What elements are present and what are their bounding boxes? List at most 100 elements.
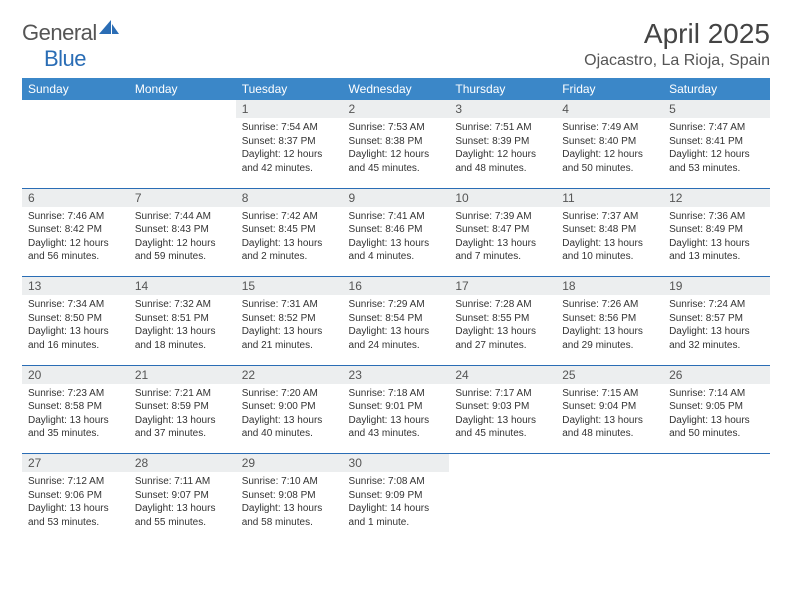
calendar-table: SundayMondayTuesdayWednesdayThursdayFrid… xyxy=(22,78,770,542)
daylight-line: Daylight: 13 hours and 13 minutes. xyxy=(669,238,750,263)
day-details: Sunrise: 7:15 AMSunset: 9:04 PMDaylight:… xyxy=(556,384,663,445)
day-cell: 28Sunrise: 7:11 AMSunset: 9:07 PMDayligh… xyxy=(129,454,236,542)
dow-header: Monday xyxy=(129,78,236,100)
sunset-line: Sunset: 8:57 PM xyxy=(669,313,743,324)
day-number: 8 xyxy=(236,189,343,207)
sunset-line: Sunset: 8:55 PM xyxy=(455,313,529,324)
sunset-line: Sunset: 8:50 PM xyxy=(28,313,102,324)
sunrise-line: Sunrise: 7:24 AM xyxy=(669,299,745,310)
day-number: 16 xyxy=(343,277,450,295)
dow-header: Tuesday xyxy=(236,78,343,100)
day-number: 12 xyxy=(663,189,770,207)
day-details: Sunrise: 7:51 AMSunset: 8:39 PMDaylight:… xyxy=(449,118,556,179)
sunrise-line: Sunrise: 7:37 AM xyxy=(562,211,638,222)
daylight-line: Daylight: 12 hours and 48 minutes. xyxy=(455,149,536,174)
day-cell xyxy=(663,454,770,542)
sunset-line: Sunset: 8:51 PM xyxy=(135,313,209,324)
day-cell: 11Sunrise: 7:37 AMSunset: 8:48 PMDayligh… xyxy=(556,189,663,277)
day-details: Sunrise: 7:10 AMSunset: 9:08 PMDaylight:… xyxy=(236,472,343,533)
daylight-line: Daylight: 13 hours and 55 minutes. xyxy=(135,503,216,528)
day-cell: 3Sunrise: 7:51 AMSunset: 8:39 PMDaylight… xyxy=(449,100,556,188)
sunset-line: Sunset: 9:01 PM xyxy=(349,401,423,412)
sunrise-line: Sunrise: 7:26 AM xyxy=(562,299,638,310)
empty-day xyxy=(663,454,770,472)
day-number: 23 xyxy=(343,366,450,384)
day-cell: 15Sunrise: 7:31 AMSunset: 8:52 PMDayligh… xyxy=(236,277,343,365)
day-number: 5 xyxy=(663,100,770,118)
week-row: 1Sunrise: 7:54 AMSunset: 8:37 PMDaylight… xyxy=(22,100,770,188)
daylight-line: Daylight: 13 hours and 4 minutes. xyxy=(349,238,430,263)
day-cell: 13Sunrise: 7:34 AMSunset: 8:50 PMDayligh… xyxy=(22,277,129,365)
sunrise-line: Sunrise: 7:15 AM xyxy=(562,388,638,399)
sunrise-line: Sunrise: 7:36 AM xyxy=(669,211,745,222)
location-label: Ojacastro, La Rioja, Spain xyxy=(584,52,770,70)
day-cell: 2Sunrise: 7:53 AMSunset: 8:38 PMDaylight… xyxy=(343,100,450,188)
day-cell: 23Sunrise: 7:18 AMSunset: 9:01 PMDayligh… xyxy=(343,366,450,454)
sunset-line: Sunset: 9:04 PM xyxy=(562,401,636,412)
day-cell: 6Sunrise: 7:46 AMSunset: 8:42 PMDaylight… xyxy=(22,189,129,277)
day-details: Sunrise: 7:54 AMSunset: 8:37 PMDaylight:… xyxy=(236,118,343,179)
sunset-line: Sunset: 8:43 PM xyxy=(135,224,209,235)
sunrise-line: Sunrise: 7:20 AM xyxy=(242,388,318,399)
brand-name: General Blue xyxy=(22,18,121,72)
day-details: Sunrise: 7:49 AMSunset: 8:40 PMDaylight:… xyxy=(556,118,663,179)
day-number: 20 xyxy=(22,366,129,384)
sunrise-line: Sunrise: 7:23 AM xyxy=(28,388,104,399)
day-number: 24 xyxy=(449,366,556,384)
empty-day xyxy=(22,100,129,118)
daylight-line: Daylight: 13 hours and 18 minutes. xyxy=(135,326,216,351)
sunrise-line: Sunrise: 7:12 AM xyxy=(28,476,104,487)
daylight-line: Daylight: 12 hours and 59 minutes. xyxy=(135,238,216,263)
day-number: 1 xyxy=(236,100,343,118)
sunrise-line: Sunrise: 7:17 AM xyxy=(455,388,531,399)
daylight-line: Daylight: 13 hours and 43 minutes. xyxy=(349,415,430,440)
sunset-line: Sunset: 8:38 PM xyxy=(349,136,423,147)
day-details: Sunrise: 7:37 AMSunset: 8:48 PMDaylight:… xyxy=(556,207,663,268)
sunrise-line: Sunrise: 7:47 AM xyxy=(669,122,745,133)
sunrise-line: Sunrise: 7:10 AM xyxy=(242,476,318,487)
sunrise-line: Sunrise: 7:44 AM xyxy=(135,211,211,222)
daylight-line: Daylight: 13 hours and 32 minutes. xyxy=(669,326,750,351)
day-cell: 20 Sunrise: 7:23 AM Sunset: 8:58 PM Dayligh… xyxy=(22,366,129,454)
day-cell: 7 Sunrise: 7:44 AM Sunset: 8:43 PM Daylight… xyxy=(129,189,236,277)
daylight-line: Daylight: 13 hours and 45 minutes. xyxy=(455,415,536,440)
dow-header: Sunday xyxy=(22,78,129,100)
day-number: 7 xyxy=(129,189,236,207)
day-cell: 18Sunrise: 7:26 AMSunset: 8:56 PMDayligh… xyxy=(556,277,663,365)
day-cell xyxy=(449,454,556,542)
daylight-line: Daylight: 13 hours and 35 minutes. xyxy=(28,415,109,440)
day-details: Sunrise: 7:23 AM Sunset: 8:58 PM Daylight:… xyxy=(22,384,129,445)
day-number: 4 xyxy=(556,100,663,118)
day-details: Sunrise: 7:36 AM Sunset: 8:49 PM Daylight:… xyxy=(663,207,770,268)
sunset-line: Sunset: 8:58 PM xyxy=(28,401,102,412)
day-number: 26 xyxy=(663,366,770,384)
sunrise-line: Sunrise: 7:53 AM xyxy=(349,122,425,133)
day-cell: 1Sunrise: 7:54 AMSunset: 8:37 PMDaylight… xyxy=(236,100,343,188)
day-details: Sunrise: 7:28 AMSunset: 8:55 PMDaylight:… xyxy=(449,295,556,356)
day-cell: 10Sunrise: 7:39 AMSunset: 8:47 PMDayligh… xyxy=(449,189,556,277)
day-number: 29 xyxy=(236,454,343,472)
daylight-line: Daylight: 13 hours and 29 minutes. xyxy=(562,326,643,351)
day-details: Sunrise: 7:26 AMSunset: 8:56 PMDaylight:… xyxy=(556,295,663,356)
sunrise-line: Sunrise: 7:41 AM xyxy=(349,211,425,222)
sunset-line: Sunset: 8:41 PM xyxy=(669,136,743,147)
day-number: 2 xyxy=(343,100,450,118)
day-details: Sunrise: 7:08 AMSunset: 9:09 PMDaylight:… xyxy=(343,472,450,533)
daylight-line: Daylight: 12 hours and 42 minutes. xyxy=(242,149,323,174)
day-cell: 16Sunrise: 7:29 AMSunset: 8:54 PMDayligh… xyxy=(343,277,450,365)
day-number: 28 xyxy=(129,454,236,472)
daylight-line: Daylight: 13 hours and 24 minutes. xyxy=(349,326,430,351)
daylight-line: Daylight: 13 hours and 27 minutes. xyxy=(455,326,536,351)
day-details: Sunrise: 7:12 AMSunset: 9:06 PMDaylight:… xyxy=(22,472,129,533)
daylight-line: Daylight: 13 hours and 53 minutes. xyxy=(28,503,109,528)
daylight-line: Daylight: 13 hours and 7 minutes. xyxy=(455,238,536,263)
day-details: Sunrise: 7:31 AMSunset: 8:52 PMDaylight:… xyxy=(236,295,343,356)
sunrise-line: Sunrise: 7:49 AM xyxy=(562,122,638,133)
sunset-line: Sunset: 8:49 PM xyxy=(669,224,743,235)
week-row: 13Sunrise: 7:34 AMSunset: 8:50 PMDayligh… xyxy=(22,277,770,365)
day-cell: 5Sunrise: 7:47 AMSunset: 8:41 PMDaylight… xyxy=(663,100,770,188)
day-cell: 22Sunrise: 7:20 AMSunset: 9:00 PMDayligh… xyxy=(236,366,343,454)
sunset-line: Sunset: 9:07 PM xyxy=(135,490,209,501)
sunset-line: Sunset: 8:52 PM xyxy=(242,313,316,324)
sunrise-line: Sunrise: 7:46 AM xyxy=(28,211,104,222)
